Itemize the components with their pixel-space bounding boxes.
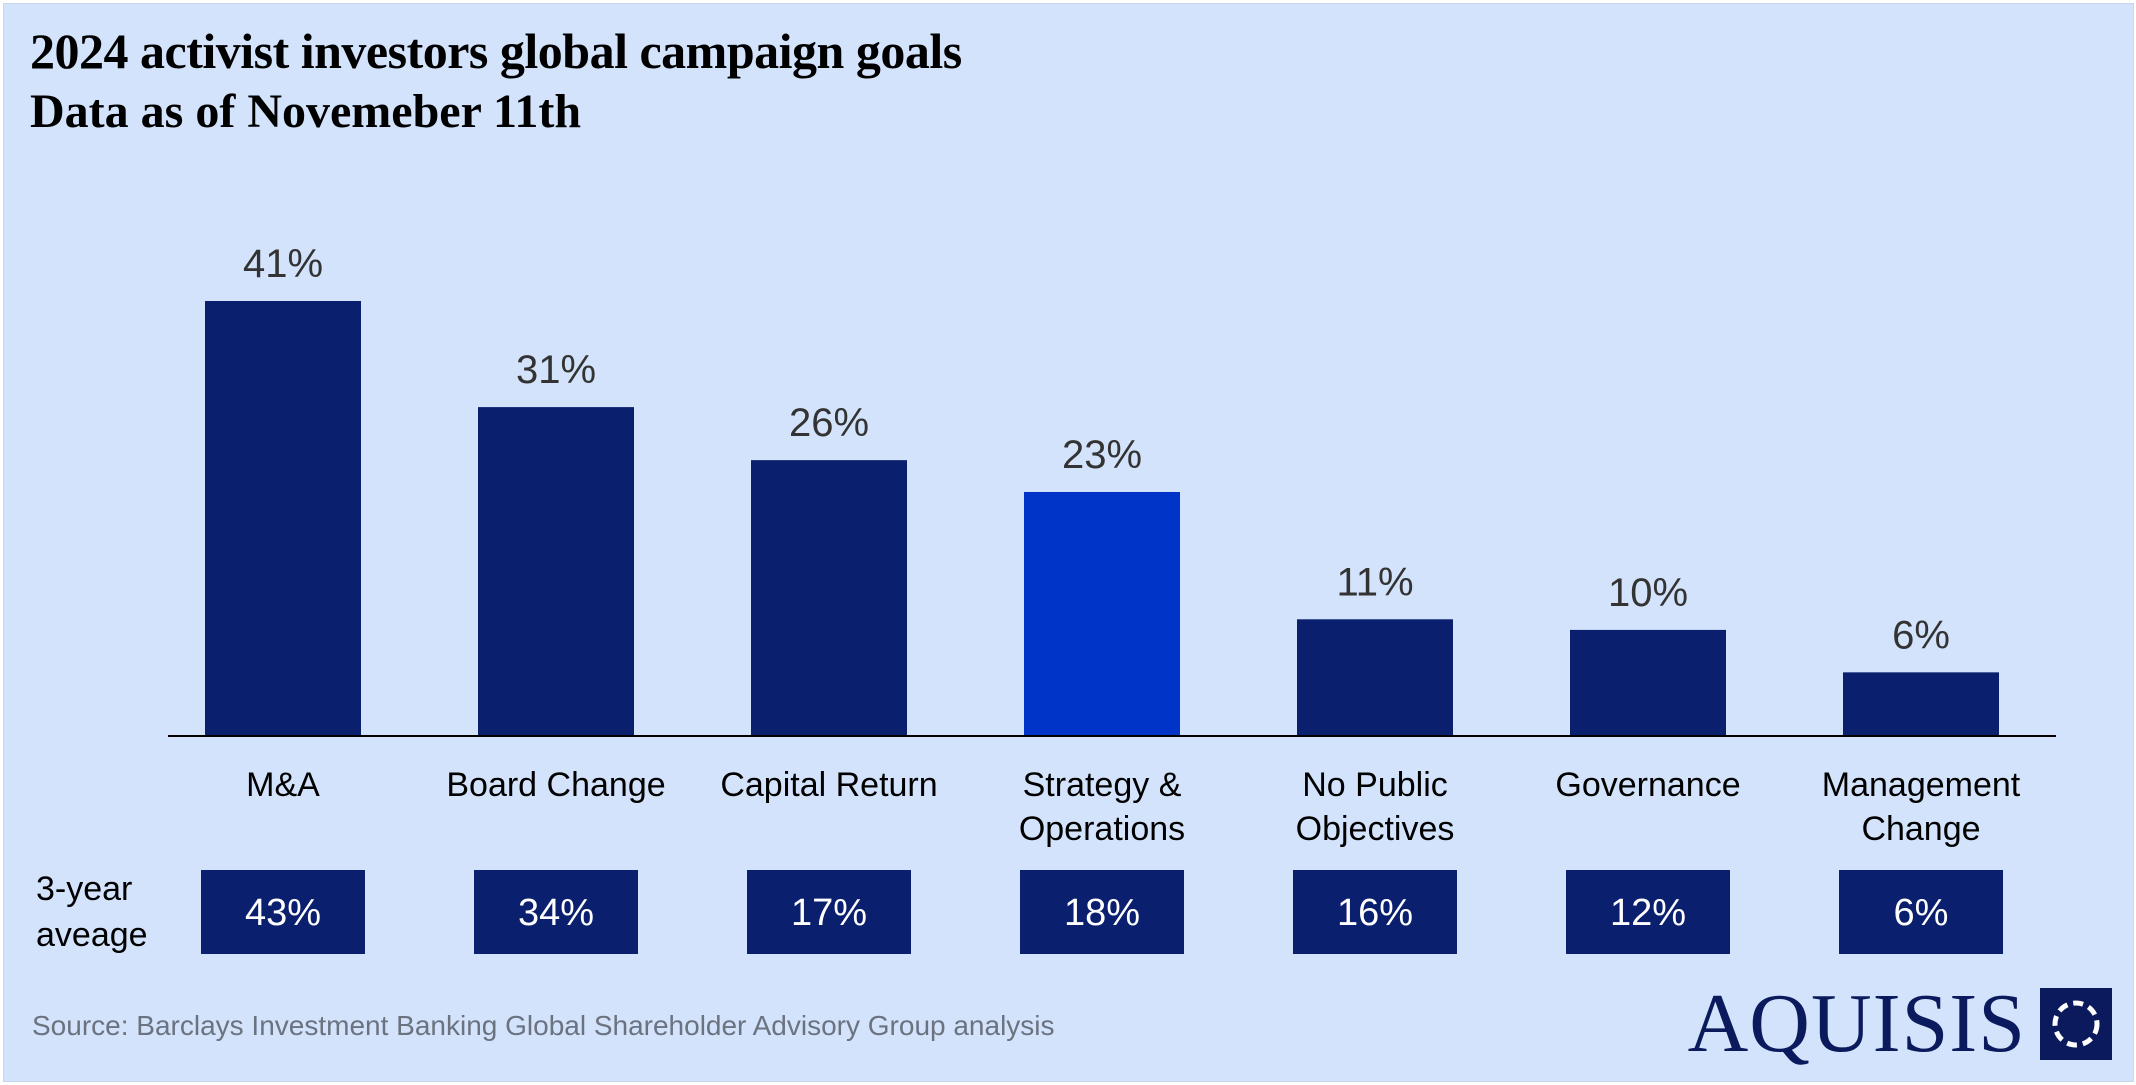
three-year-average-box [201, 870, 365, 954]
bar-value-label: 23% [1062, 433, 1142, 477]
bar-value-label: 31% [516, 348, 596, 392]
three-year-average-box [1839, 870, 2003, 954]
three-year-average-row: 43% 34% 17% 18% 16% 12% 6% [201, 870, 2003, 954]
category-label: Strategy & Operations [1019, 766, 1185, 848]
category-label-line: No Public [1302, 766, 1448, 804]
category-label-line: Operations [1019, 810, 1185, 848]
bar-0 [205, 301, 361, 736]
bar-value-label: 10% [1608, 571, 1688, 615]
three-year-average-label: 3-year aveage [36, 870, 148, 954]
category-label-line: Strategy & [1023, 766, 1182, 804]
three-year-average-box [474, 870, 638, 954]
three-year-average-value: 17% [791, 892, 867, 934]
category-label-line: Capital Return [720, 766, 937, 804]
category-label: Governance [1555, 766, 1740, 804]
category-label-line: Change [1861, 810, 1980, 848]
bar-value-label: 41% [243, 242, 323, 286]
three-year-average-value: 43% [245, 892, 321, 934]
bar-5 [1570, 629, 1726, 736]
bar-value-label: 6% [1892, 613, 1950, 657]
chart-title: 2024 activist investors global campaign … [30, 23, 962, 79]
category-label: Management Change [1822, 766, 2021, 848]
bar-2 [751, 460, 907, 736]
three-year-average-box [747, 870, 911, 954]
chart-subtitle: Data as of Novemeber 11th [30, 85, 582, 138]
brand-logo-block: AQUISIS [1688, 982, 2112, 1066]
three-year-average-value: 18% [1064, 892, 1140, 934]
category-label-line: Board Change [446, 766, 665, 804]
bar-value-label: 26% [789, 401, 869, 445]
dashed-circle-square-icon [2040, 988, 2112, 1060]
category-label: Capital Return [720, 766, 937, 804]
three-year-average-value: 12% [1610, 892, 1686, 934]
three-year-average-box [1020, 870, 1184, 954]
value-labels-layer: 41% 31% 26% 23% 11% 10% 6% [243, 242, 1950, 657]
bar-6 [1843, 672, 1999, 736]
category-label: M&A [246, 766, 320, 804]
category-label-line: Management [1822, 766, 2021, 804]
bar-3 [1024, 491, 1180, 736]
category-label: No Public Objectives [1296, 766, 1455, 848]
three-year-average-value: 6% [1894, 892, 1949, 934]
brand-name: AQUISIS [1687, 977, 2026, 1070]
bars-layer [205, 301, 1999, 736]
three-year-average-box [1293, 870, 1457, 954]
bar-value-label: 11% [1336, 560, 1413, 604]
three-year-average-value: 34% [518, 892, 594, 934]
category-label: Board Change [446, 766, 665, 804]
source-note: Source: Barclays Investment Banking Glob… [32, 1010, 1055, 1041]
three-year-average-box [1566, 870, 1730, 954]
bar-1 [478, 407, 634, 736]
category-label-line: Objectives [1296, 810, 1455, 848]
category-label-line: Governance [1555, 766, 1740, 804]
category-label-line: M&A [246, 766, 320, 804]
three-year-average-value: 16% [1337, 892, 1413, 934]
category-labels-layer: M&A Board Change Capital Return Strategy & O… [246, 766, 2021, 848]
bar-4 [1297, 619, 1453, 736]
